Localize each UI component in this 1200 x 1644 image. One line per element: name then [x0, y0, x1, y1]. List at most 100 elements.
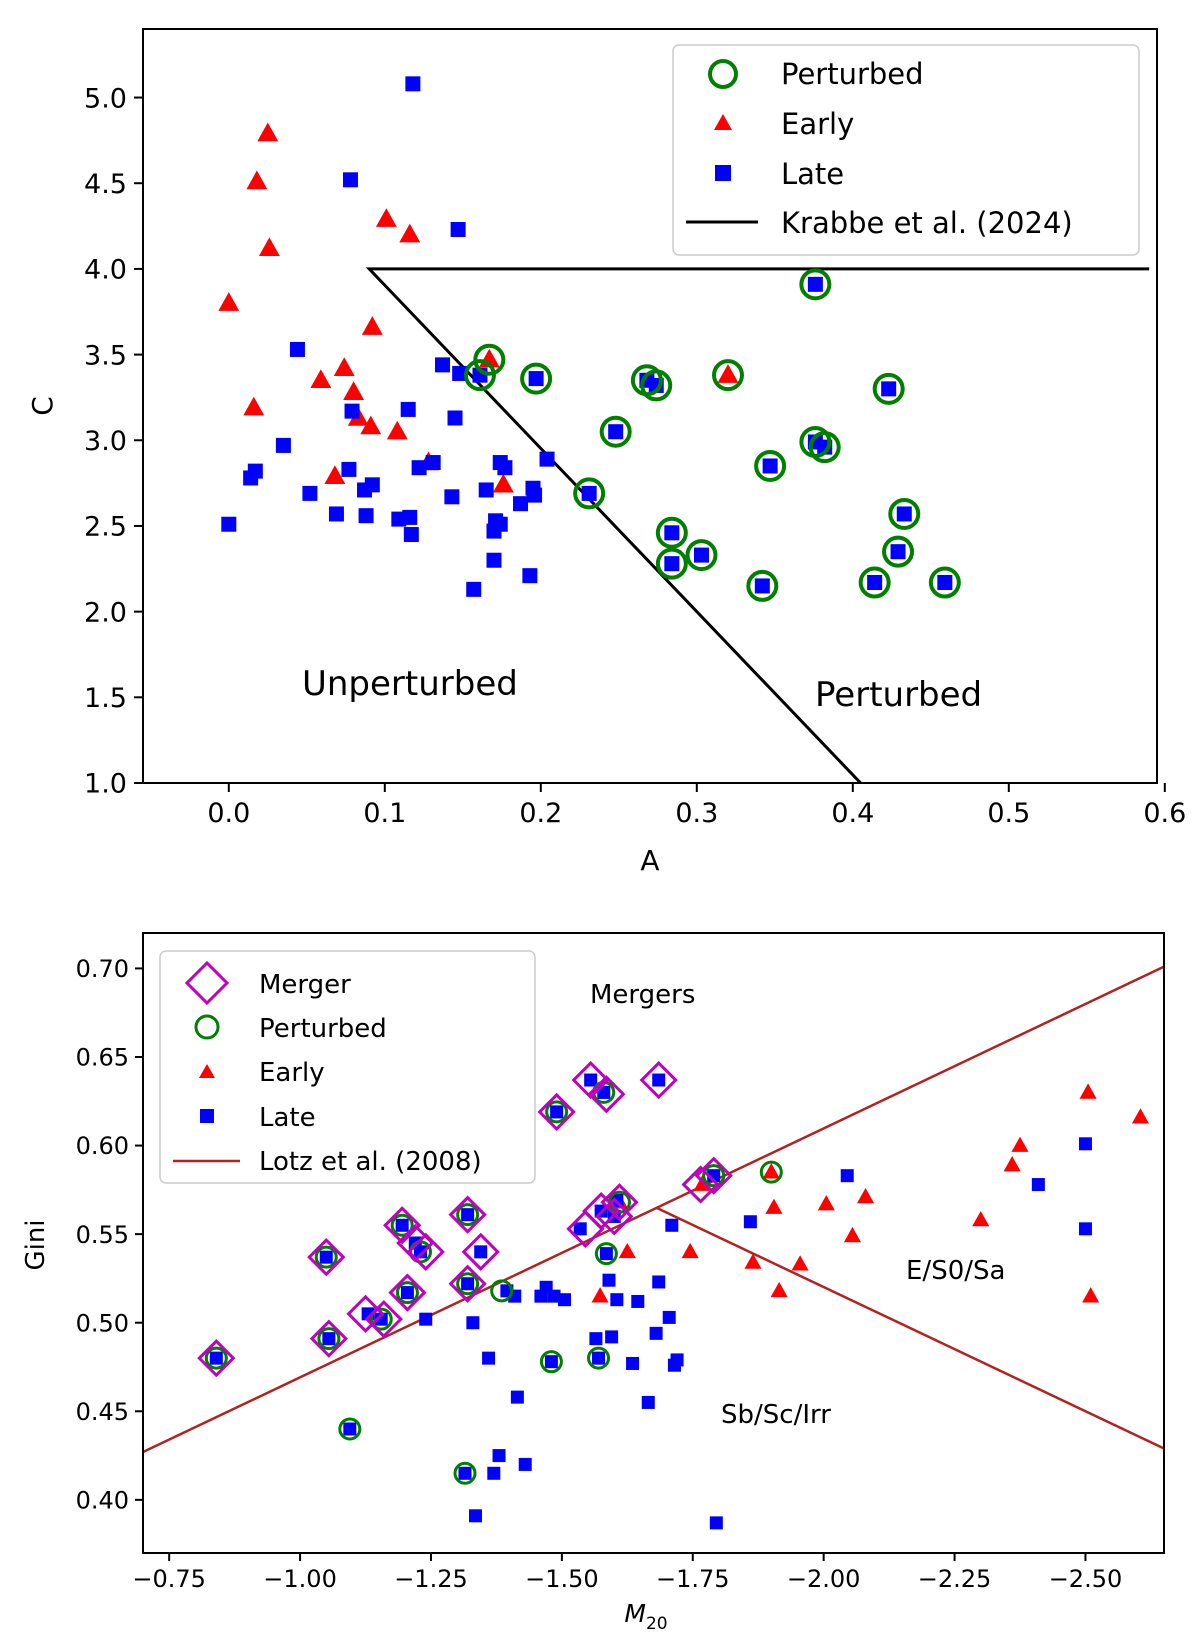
- ca-legend-perturbed-label: Perturbed: [781, 57, 924, 91]
- ca-late-point: [450, 221, 466, 237]
- gini-y-tick-label: 0.55: [76, 1221, 129, 1249]
- gini-early-point: [1003, 1156, 1021, 1172]
- ca-late-point: [341, 461, 357, 477]
- gini-merger-point: [582, 1191, 621, 1231]
- gini-perturbed-point: [539, 1350, 563, 1374]
- ca-legend-box: [672, 44, 1140, 256]
- gini-perturbed-point: [702, 1164, 726, 1188]
- gini-late-point: [592, 1351, 606, 1365]
- ca-x-tick-label: 0.0: [207, 798, 250, 829]
- ca-late-point: [435, 357, 451, 373]
- gini-x-tick-label: −1.75: [656, 1565, 730, 1593]
- gini-early-point: [817, 1195, 835, 1211]
- gini-late-point: [840, 1169, 854, 1183]
- gini-y-tick-label: 0.40: [76, 1486, 129, 1514]
- gini-x-tick-label: −1.25: [394, 1565, 468, 1593]
- ca-axes: 0.0 0.1 0.2 0.3 0.4 0.5 0.6 1.0 1.5 2.0 2.5 3.0 3.5 4…: [84, 83, 1186, 829]
- ca-x-tick-label: 0.6: [1143, 798, 1186, 829]
- gini-early-point: [791, 1255, 809, 1271]
- gini-early-point: [765, 1198, 783, 1214]
- gini-merger-point: [448, 1195, 487, 1234]
- gini-early-point: [843, 1226, 862, 1243]
- ca-late-point: [247, 463, 263, 479]
- ca-legend-early-marker: [714, 114, 732, 130]
- gini-merger-point: [448, 1264, 487, 1303]
- ca-early-point: [343, 381, 365, 400]
- gini-late-point: [602, 1273, 616, 1287]
- gini-perturbed-point: [369, 1307, 393, 1331]
- ca-late-point: [402, 509, 418, 525]
- ca-late-point: [289, 341, 305, 357]
- ca-perturbed-point: [655, 516, 688, 549]
- gini-late-point: [610, 1293, 624, 1307]
- ca-early-point: [218, 292, 240, 311]
- ca-late-point: [527, 487, 543, 503]
- gini-x-axis-label: M20: [624, 1599, 667, 1634]
- ca-late-point: [539, 451, 555, 467]
- gini-plot-content: [143, 965, 1164, 1530]
- ca-late-point: [497, 460, 513, 476]
- gini-late-point: [665, 1218, 679, 1232]
- ca-x-tick-label: 0.2: [519, 798, 562, 829]
- ca-late-point: [275, 437, 291, 453]
- gini-late-point: [466, 1316, 480, 1330]
- gini-late-point: [474, 1245, 488, 1259]
- ca-perturbed-point: [872, 372, 905, 405]
- gini-late-point: [374, 1312, 388, 1326]
- gini-merger-point: [406, 1232, 445, 1271]
- gini-early-point: [972, 1210, 990, 1227]
- ca-late-point: [754, 578, 770, 594]
- ca-early-point: [310, 369, 332, 388]
- ca-annotation-perturbed: Perturbed: [815, 675, 982, 715]
- gini-legend: Merger Perturbed Early Late Lotz et al. …: [159, 950, 536, 1184]
- gini-late-point: [322, 1332, 336, 1346]
- gini-perturbed-point: [338, 1417, 362, 1441]
- gini-late-point: [468, 1509, 482, 1523]
- gini-x-tick-label: −1.50: [525, 1565, 599, 1593]
- gini-early-point: [744, 1253, 762, 1269]
- ca-reference-line-1: [365, 267, 1150, 783]
- ca-annotation-unperturbed: Unperturbed: [302, 664, 518, 704]
- gini-late-point: [605, 1330, 619, 1344]
- gini-merger-point: [388, 1273, 427, 1312]
- ca-late-point: [221, 516, 237, 532]
- gini-late-point: [395, 1218, 409, 1232]
- gini-late-point: [492, 1449, 506, 1463]
- ca-perturbed-point: [520, 362, 553, 395]
- ca-perturbed-point: [888, 497, 921, 530]
- gini-perturbed-point: [759, 1160, 783, 1184]
- ca-legend-krabbe-label: Krabbe et al. (2024): [781, 206, 1073, 240]
- gini-late-point: [518, 1457, 532, 1471]
- ca-x-tick-label: 0.3: [675, 798, 718, 829]
- gini-late-point: [487, 1466, 501, 1480]
- ca-late-point: [693, 547, 709, 563]
- ca-early-point: [246, 170, 268, 190]
- ca-perturbed-point: [808, 431, 841, 464]
- gini-late-point: [400, 1286, 414, 1300]
- ca-late-point: [452, 365, 468, 381]
- ca-perturbed-point: [858, 566, 891, 599]
- ca-early-point: [360, 415, 382, 435]
- ca-late-point: [664, 525, 680, 541]
- ca-perturbed-point: [799, 268, 832, 301]
- gini-y-tick-label: 0.45: [76, 1398, 129, 1426]
- gini-early-point: [1079, 1083, 1097, 1099]
- ca-late-point: [364, 477, 380, 493]
- gini-perturbed-point: [314, 1245, 338, 1269]
- ca-late-point: [358, 508, 374, 524]
- gini-early-point: [1131, 1108, 1149, 1124]
- gini-late-point: [652, 1275, 666, 1289]
- ca-perturbed-point: [599, 415, 632, 448]
- gini-perturbed-point: [395, 1281, 419, 1305]
- gini-merger-point: [364, 1300, 403, 1339]
- ca-perturbed-point: [685, 539, 718, 572]
- ca-late-point: [807, 276, 823, 292]
- gini-x-tick-label: −0.75: [132, 1565, 206, 1593]
- gini-early-point: [591, 1287, 609, 1303]
- ca-early-point: [243, 396, 265, 416]
- ca-late-point: [444, 489, 460, 505]
- ca-late-point: [403, 527, 419, 543]
- gini-late-point: [584, 1073, 598, 1087]
- ca-early-point: [258, 237, 280, 257]
- ca-early-point: [333, 357, 355, 376]
